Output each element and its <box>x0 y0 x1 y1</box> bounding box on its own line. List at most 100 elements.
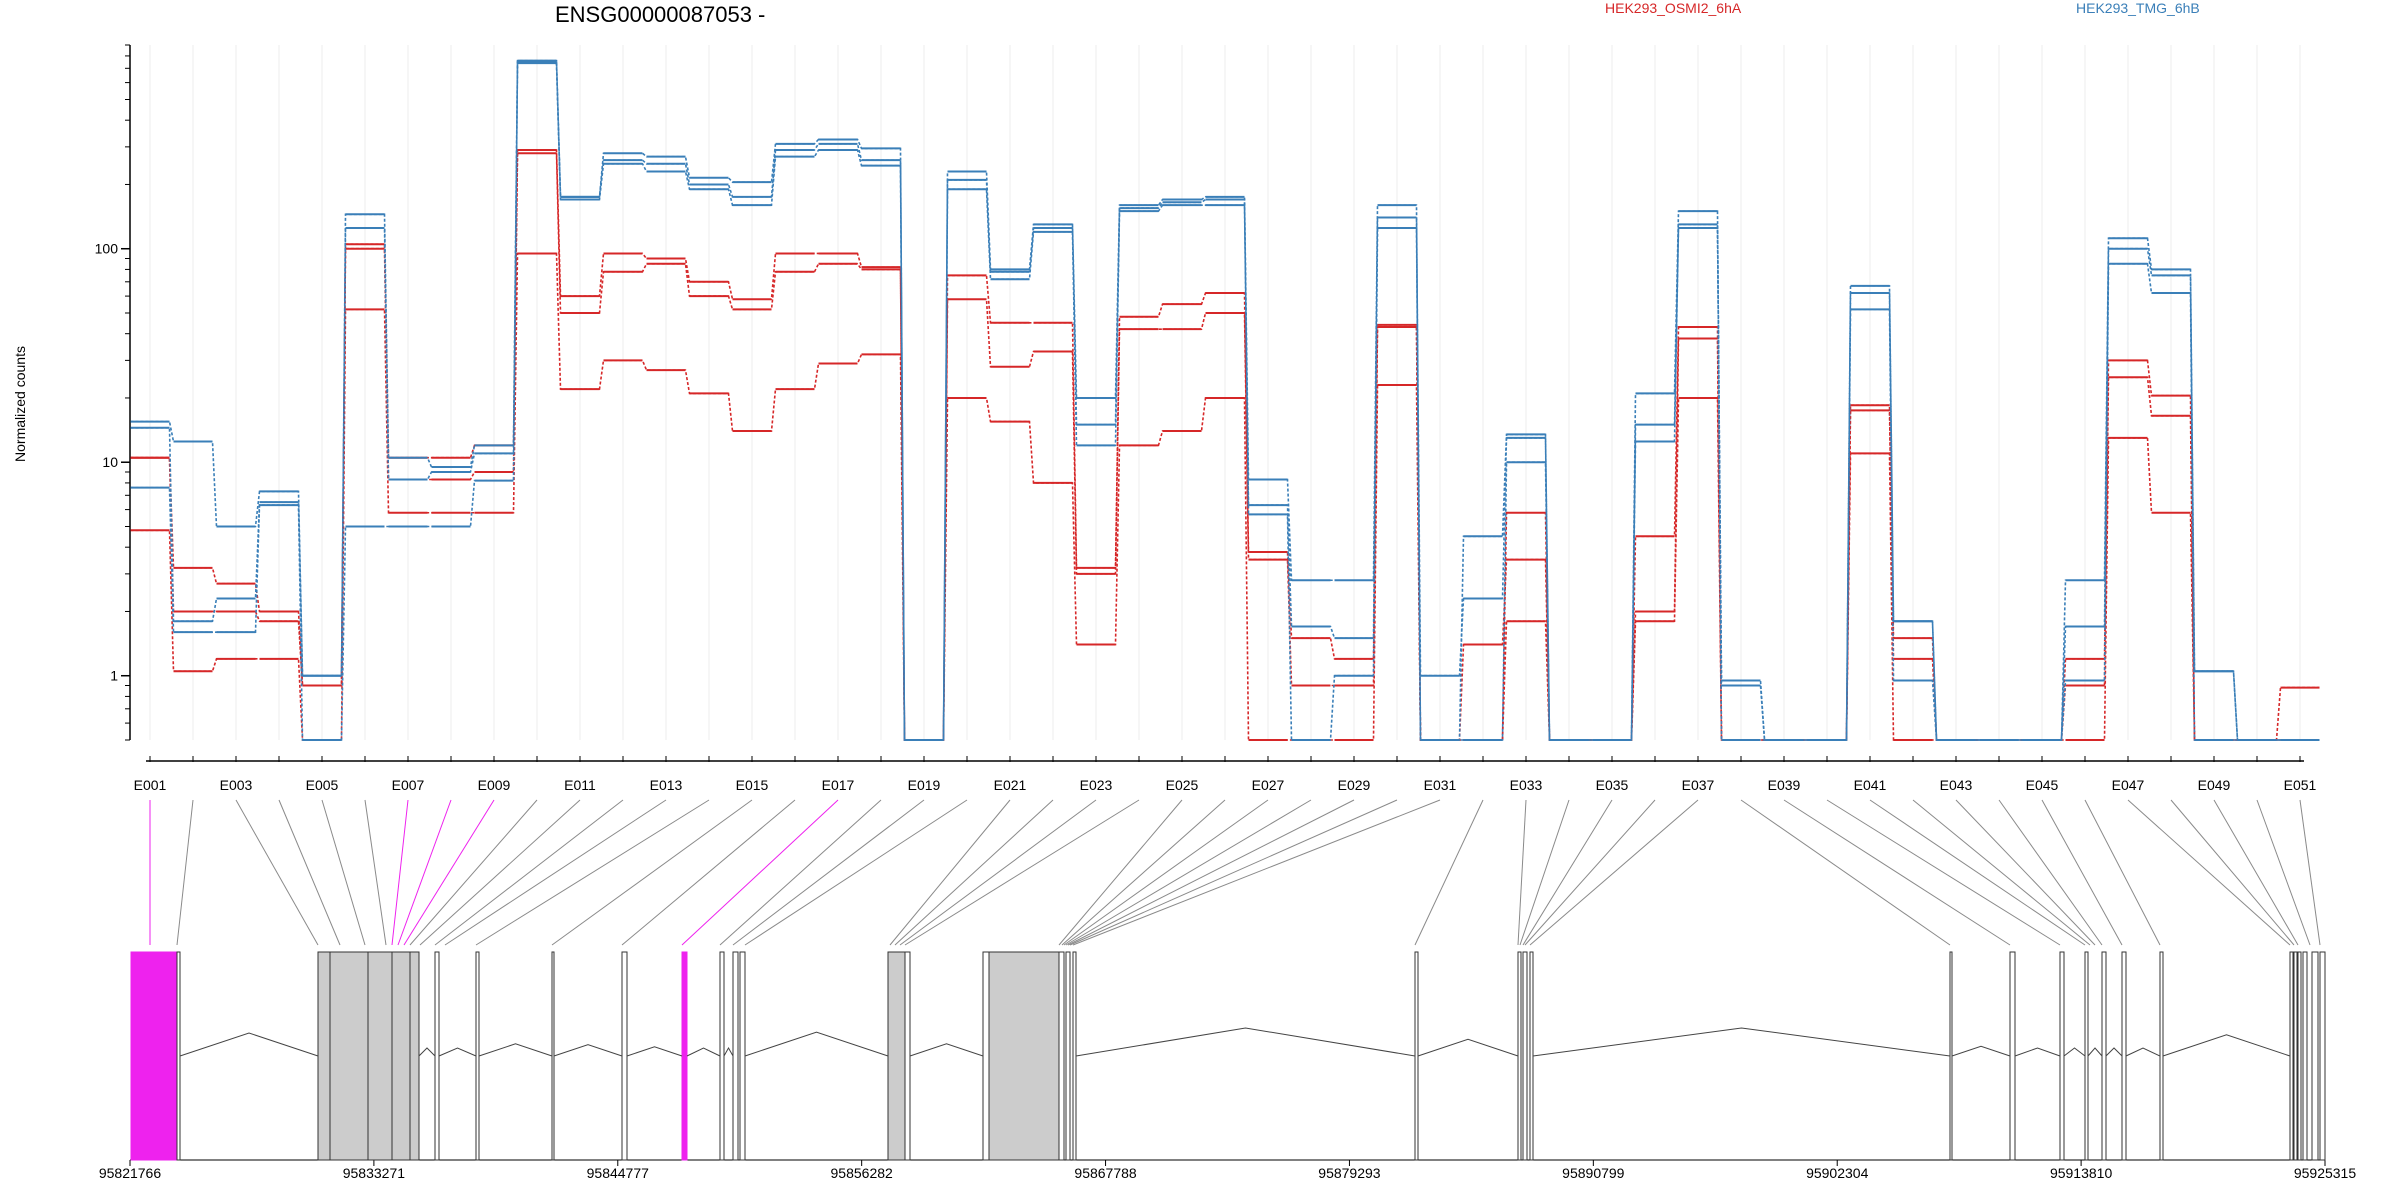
bin-connector <box>1065 799 1312 946</box>
bin-connector <box>419 799 581 946</box>
intron-line <box>723 1046 734 1057</box>
bin-connector <box>409 799 538 946</box>
chart-title: ENSG00000087053 - <box>555 2 766 27</box>
x-tick-label: E017 <box>822 777 855 793</box>
bin-connector <box>475 799 710 946</box>
exon-block <box>2009 951 2016 1161</box>
legend-item-tmg: HEK293_TMG_6hB <box>2076 0 2200 16</box>
intron-line <box>418 1047 436 1057</box>
intron-line <box>1951 1045 2011 1057</box>
bin-connector <box>278 799 341 946</box>
x-tick-label: E041 <box>1854 777 1887 793</box>
bin-connector <box>899 799 1097 946</box>
intron-line <box>179 1032 319 1057</box>
bin-connector <box>889 799 1011 946</box>
x-tick-label: E013 <box>650 777 683 793</box>
intron-line <box>909 1043 984 1057</box>
exon-block <box>434 951 440 1161</box>
genomic-coordinate-label: 95890799 <box>1562 1165 1625 1181</box>
exon-block <box>2101 951 2107 1161</box>
intron-line <box>2105 1047 2123 1057</box>
intron-line <box>1417 1038 1519 1057</box>
bin-connector <box>1522 799 1613 946</box>
bin-connector <box>1912 799 2091 946</box>
exon-block <box>1065 951 1071 1161</box>
genomic-coordinate-label: 95867788 <box>1074 1165 1137 1181</box>
bin-connector <box>1519 799 1570 946</box>
x-tick-label: E011 <box>564 777 596 793</box>
exon-block <box>2121 951 2127 1161</box>
bin-connector <box>397 799 452 946</box>
intron-line <box>744 1031 889 1057</box>
x-tick-label: E047 <box>2112 777 2145 793</box>
x-tick-label: E035 <box>1596 777 1629 793</box>
exon-block <box>1414 951 1419 1161</box>
y-tick-label: 10 <box>102 454 118 470</box>
exon-block <box>1522 951 1528 1161</box>
x-tick-label: E033 <box>1510 777 1543 793</box>
intron-line <box>626 1046 683 1057</box>
exon-block <box>621 951 628 1161</box>
x-tick-label: E051 <box>2284 777 2317 793</box>
exon-block <box>988 951 1060 1161</box>
x-tick-label: E037 <box>1682 777 1715 793</box>
bin-connector <box>321 799 366 946</box>
exon-block <box>130 951 178 1161</box>
exon-block <box>475 951 480 1161</box>
genomic-coordinate-label: 95844777 <box>587 1165 650 1181</box>
bin-connector <box>391 799 409 946</box>
genomic-coordinate-label: 95913810 <box>2050 1165 2113 1181</box>
x-tick-label: E007 <box>392 777 425 793</box>
bin-connector <box>1072 799 1441 946</box>
bin-connector <box>1826 799 2061 946</box>
exon-block <box>681 951 688 1161</box>
bin-connector <box>2127 799 2291 946</box>
exon-block <box>887 951 906 1161</box>
bin-connector <box>904 799 1140 946</box>
bin-connector <box>1517 799 1527 946</box>
x-tick-label: E003 <box>220 777 253 793</box>
bin-connector <box>444 799 667 946</box>
y-minor-ticks <box>125 44 130 741</box>
x-tick-label: E049 <box>2198 777 2231 793</box>
exon-block <box>551 951 555 1161</box>
bin-connector <box>1529 799 1699 946</box>
bin-connector <box>2213 799 2299 946</box>
intron-line <box>1075 1027 1416 1057</box>
exon-block <box>2319 951 2326 1161</box>
intron-line <box>686 1047 721 1057</box>
y-tick-label: 1 <box>110 668 118 684</box>
exon-block <box>409 951 420 1161</box>
series-line <box>130 62 2320 741</box>
x-tick-label: E031 <box>1424 777 1457 793</box>
bin-connector <box>2170 799 2295 946</box>
x-tick-label: E043 <box>1940 777 1973 793</box>
bin-connector <box>732 799 925 946</box>
bin-connector <box>235 799 319 946</box>
bin-connector <box>1063 799 1269 946</box>
gene-model <box>130 951 2326 1161</box>
legend-item-osmi2: HEK293_OSMI2_6hA <box>1605 0 1742 16</box>
exon-block <box>982 951 990 1161</box>
bin-connector <box>2256 799 2311 946</box>
x-tick-label: E009 <box>478 777 511 793</box>
exon-block <box>2159 951 2164 1161</box>
bin-connector <box>1869 799 2086 946</box>
bin-connector <box>364 799 387 946</box>
genomic-coordinate-label: 95856282 <box>831 1165 894 1181</box>
x-tick-label: E019 <box>908 777 941 793</box>
bin-connector <box>621 799 796 946</box>
intron-line <box>438 1047 477 1057</box>
exon-block <box>317 951 331 1161</box>
exon-block <box>2297 951 2302 1161</box>
bin-connector <box>744 799 968 946</box>
bin-connector <box>719 799 882 946</box>
bin-connector <box>1998 799 2103 946</box>
exon-block <box>2059 951 2065 1161</box>
bin-connector <box>894 799 1054 946</box>
bin-connector <box>1524 799 1656 946</box>
bin-connector <box>1061 799 1226 946</box>
exon-block <box>2302 951 2308 1161</box>
intron-line <box>478 1043 553 1057</box>
